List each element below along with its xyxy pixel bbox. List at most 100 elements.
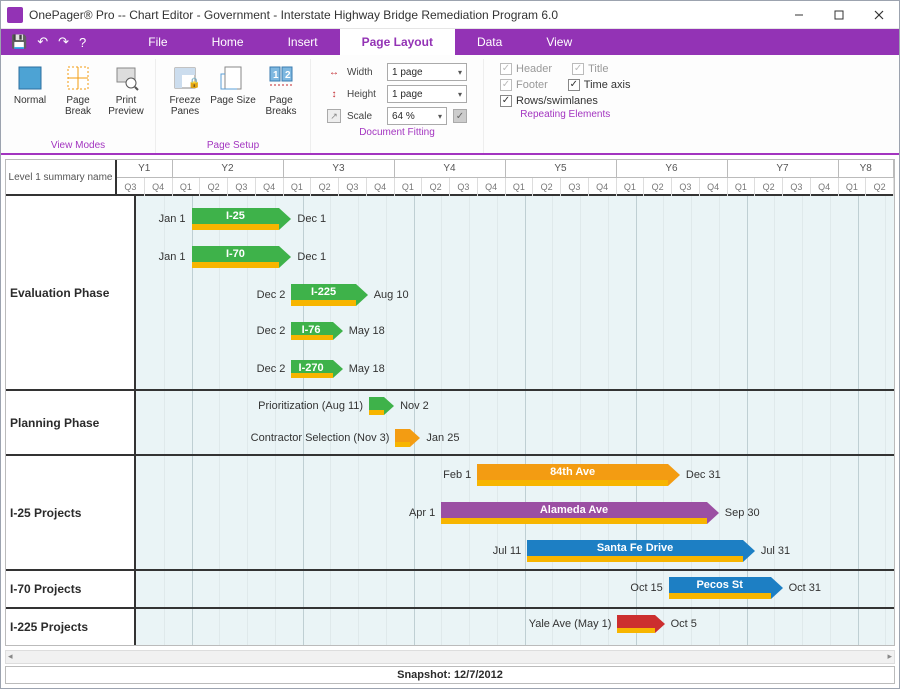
header-checkbox[interactable]: Header (500, 63, 552, 75)
page-break-button[interactable]: PageBreak (55, 59, 101, 138)
menu-tab-home[interactable]: Home (190, 29, 266, 55)
ribbon-group-repeating: Header Title Footer Time axis Rows/swiml… (484, 59, 646, 153)
task-bar[interactable]: Dec 2I-76May 18 (291, 322, 342, 340)
swimlane: I-225 ProjectsYale Ave (May 1)Oct 5 (6, 609, 894, 645)
task-bar[interactable]: Contractor Selection (Nov 3)Jan 25 (395, 429, 420, 447)
task-end-label: May 18 (343, 363, 385, 375)
swimlane-body[interactable]: Oct 15Pecos StOct 31 (136, 571, 894, 607)
ribbon-group-title: Document Fitting (359, 127, 435, 138)
rows-checkbox[interactable]: Rows/swimlanes (500, 95, 598, 107)
task-bar[interactable]: Prioritization (Aug 11)Nov 2 (369, 397, 394, 415)
task-text: I-76 (291, 322, 330, 338)
quarter-header: Q1 (728, 178, 756, 196)
swimlane-body[interactable]: Yale Ave (May 1)Oct 5 (136, 609, 894, 645)
print-preview-button[interactable]: PrintPreview (103, 59, 149, 138)
quarter-header: Q3 (672, 178, 700, 196)
menu-tab-file[interactable]: File (126, 29, 189, 55)
page-break-icon (63, 63, 93, 93)
minimize-button[interactable] (779, 1, 819, 29)
quarter-header: Q3 (450, 178, 478, 196)
task-bar[interactable]: Apr 1Alameda AveSep 30 (441, 502, 719, 524)
normal-button[interactable]: Normal (7, 59, 53, 138)
page-size-button[interactable]: Page Size (210, 59, 256, 138)
swimlane-label: I-70 Projects (6, 571, 136, 607)
scale-label: Scale (347, 111, 381, 122)
quick-access-toolbar: 💾 ↶ ↷ ? (1, 29, 96, 55)
menu-tab-insert[interactable]: Insert (266, 29, 340, 55)
undo-icon[interactable]: ↶ (37, 34, 48, 50)
swimlane-body[interactable]: Feb 184th AveDec 31 Apr 1Alameda AveSep 3… (136, 456, 894, 569)
task-end-label: May 18 (343, 325, 385, 337)
task-start-label: Dec 2 (257, 289, 292, 301)
task-bar[interactable]: Oct 15Pecos StOct 31 (669, 577, 783, 599)
menu-tab-view[interactable]: View (524, 29, 594, 55)
swimlane-body[interactable]: Jan 1I-25Dec 1 Jan 1I-70Dec 1 Dec 2I-225Au… (136, 196, 894, 389)
task-start-label: Oct 15 (630, 582, 668, 594)
task-bar[interactable]: Jan 1I-25Dec 1 (192, 208, 292, 230)
height-select[interactable]: 1 page (387, 85, 467, 103)
scale-apply-button[interactable]: ✓ (453, 109, 467, 123)
menu-tab-data[interactable]: Data (455, 29, 524, 55)
ribbon-group-view-modes: NormalPageBreakPrintPreview View Modes (1, 59, 156, 153)
help-icon[interactable]: ? (79, 35, 86, 50)
width-select[interactable]: 1 page (387, 63, 467, 81)
swimlane-label: Planning Phase (6, 391, 136, 454)
task-text: Santa Fe Drive (527, 540, 743, 556)
quarter-header: Q4 (256, 178, 284, 196)
chart-area: Level 1 summary name Y1Y2Y3Y4Y5Y6Y7Y8Q3Q… (5, 159, 895, 646)
maximize-button[interactable] (819, 1, 859, 29)
task-bar[interactable]: Dec 2I-270May 18 (291, 360, 342, 378)
task-end-label: Jul 31 (755, 545, 790, 557)
height-label: Height (347, 89, 381, 100)
task-text: I-270 (291, 360, 330, 376)
svg-text:2: 2 (285, 70, 291, 81)
timeaxis-checkbox[interactable]: Time axis (568, 79, 631, 91)
task-bar[interactable]: Feb 184th AveDec 31 (477, 464, 680, 486)
task-start-label: Prioritization (Aug 11) (258, 400, 369, 412)
task-end-label: Nov 2 (394, 400, 429, 412)
quarter-header: Q1 (395, 178, 423, 196)
quarter-header: Q4 (589, 178, 617, 196)
menu-tab-page-layout[interactable]: Page Layout (340, 29, 455, 55)
horizontal-scrollbar[interactable] (5, 650, 895, 664)
title-checkbox[interactable]: Title (572, 63, 608, 75)
task-text: I-25 (192, 208, 280, 224)
footer-checkbox[interactable]: Footer (500, 79, 548, 91)
task-end-label: Jan 25 (420, 432, 459, 444)
task-start-label: Apr 1 (409, 507, 441, 519)
close-button[interactable] (859, 1, 899, 29)
scale-icon: ↗ (327, 109, 341, 123)
swimlane-header-cell: Level 1 summary name (6, 160, 117, 194)
swimlane: I-70 Projects Oct 15Pecos StOct 31 (6, 571, 894, 609)
quarter-header: Q3 (339, 178, 367, 196)
ribbon-tabstrip: 💾 ↶ ↷ ? FileHomeInsertPage LayoutDataVie… (1, 29, 899, 55)
ribbon-group-title: Repeating Elements (520, 109, 610, 120)
task-bar[interactable]: Jul 11Santa Fe DriveJul 31 (527, 540, 755, 562)
swimlane-label: I-25 Projects (6, 456, 136, 569)
normal-icon (15, 63, 45, 93)
quarter-header: Q2 (644, 178, 672, 196)
save-icon[interactable]: 💾 (11, 34, 27, 50)
quarter-header: Q3 (228, 178, 256, 196)
quarter-header: Q2 (866, 178, 894, 196)
task-bar[interactable]: Jan 1I-70Dec 1 (192, 246, 292, 268)
swimlane-label: Evaluation Phase (6, 196, 136, 389)
year-header: Y1 (117, 160, 173, 178)
scale-select[interactable]: 64 % (387, 107, 447, 125)
year-header: Y4 (395, 160, 506, 178)
freeze-panes-button[interactable]: 🔒FreezePanes (162, 59, 208, 138)
redo-icon[interactable]: ↷ (58, 34, 69, 50)
quarter-header: Q1 (173, 178, 201, 196)
quarter-header: Q2 (311, 178, 339, 196)
task-start-label: Contractor Selection (Nov 3) (251, 432, 396, 444)
quarter-header: Q4 (811, 178, 839, 196)
task-text: I-70 (192, 246, 280, 262)
page-breaks-button[interactable]: 12Page Breaks (258, 59, 304, 138)
ribbon: NormalPageBreakPrintPreview View Modes 🔒… (1, 55, 899, 155)
task-bar[interactable]: Yale Ave (May 1)Oct 5 (617, 615, 664, 633)
task-end-label: Dec 1 (291, 213, 326, 225)
task-end-label: Dec 1 (291, 251, 326, 263)
quarter-header: Q2 (422, 178, 450, 196)
swimlane-body[interactable]: Prioritization (Aug 11)Nov 2Contractor S… (136, 391, 894, 454)
task-bar[interactable]: Dec 2I-225Aug 10 (291, 284, 367, 306)
